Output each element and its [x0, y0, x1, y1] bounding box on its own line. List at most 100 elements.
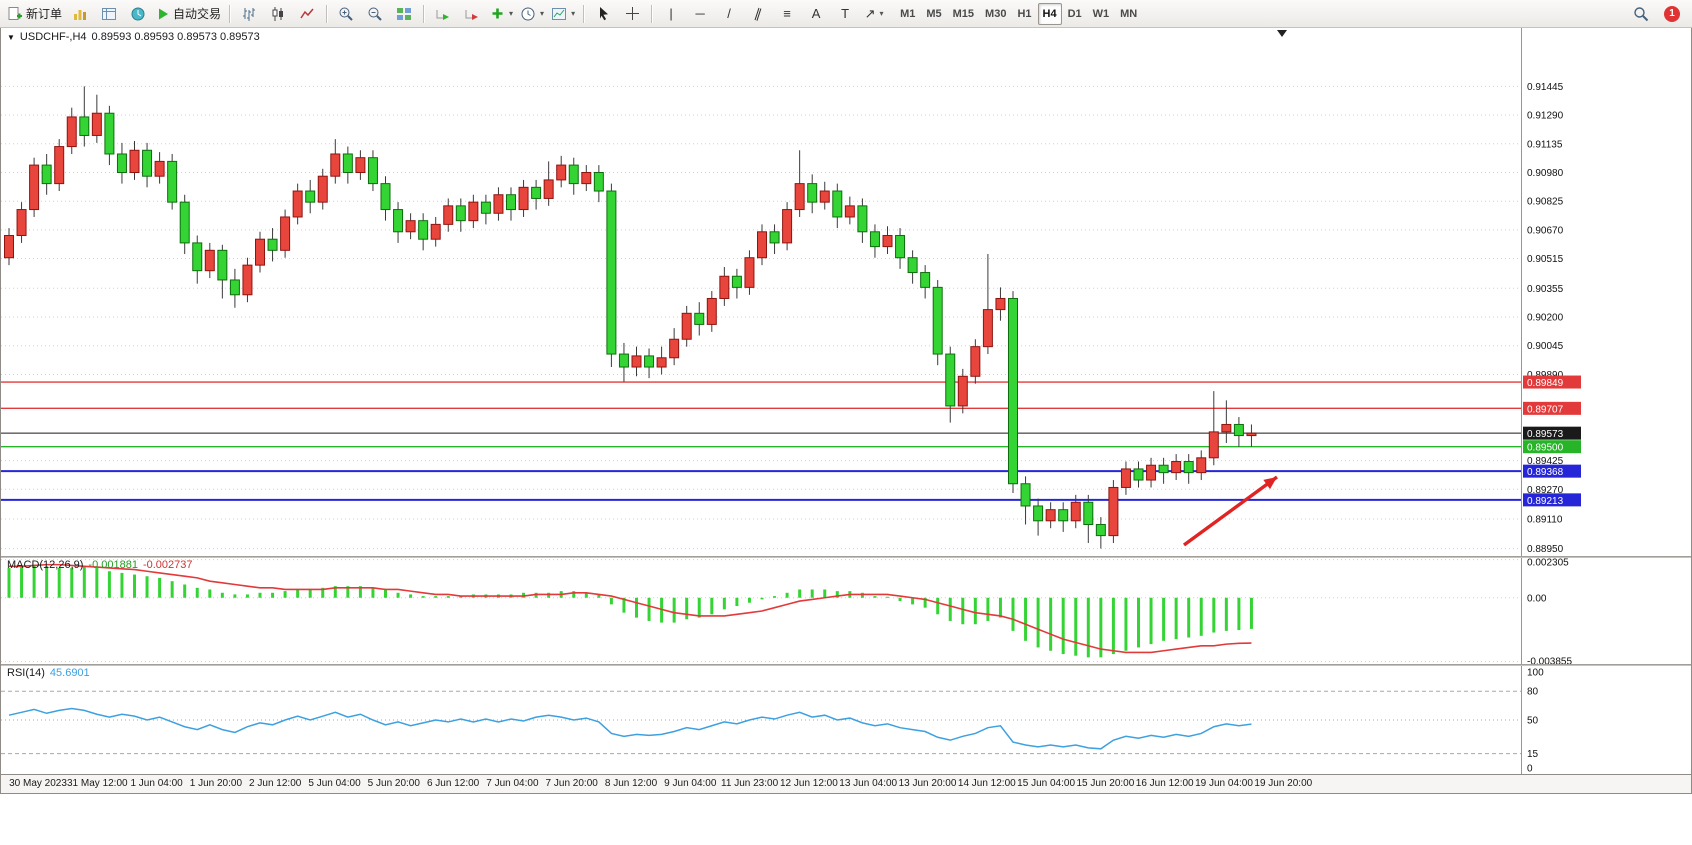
price-axis-tick: 0.90200: [1527, 313, 1564, 324]
candle-body: [1045, 509, 1056, 522]
candle-body: [455, 205, 466, 222]
data-window-button[interactable]: [95, 3, 123, 25]
time-label: 14 Jun 12:00: [957, 778, 1016, 789]
rsi-axis-tick: 100: [1527, 668, 1544, 679]
price-axis-tick: 0.89270: [1527, 485, 1564, 496]
price-tag: [1523, 401, 1581, 415]
indicators-button[interactable]: ▾: [487, 3, 516, 25]
rsi-axis-tick: 15: [1527, 749, 1539, 760]
search-button[interactable]: [1627, 3, 1655, 25]
candle-body: [355, 157, 366, 174]
candle-body: [1183, 461, 1194, 474]
autotrading-label: 自动交易: [173, 7, 222, 21]
vertical-line-button[interactable]: |: [657, 3, 685, 25]
candle-body: [1095, 524, 1106, 537]
equidistant-channel-button[interactable]: ∥: [744, 3, 772, 25]
candle-body: [819, 190, 830, 203]
candlestick-chart-button[interactable]: [264, 3, 292, 25]
time-label: 7 Jun 20:00: [545, 778, 598, 789]
chart-shift-button[interactable]: [458, 3, 486, 25]
timeframe-h4[interactable]: H4: [1037, 2, 1062, 25]
candle-body: [380, 183, 391, 211]
dropdown-caret-icon: ▾: [540, 9, 545, 18]
navigator-button[interactable]: [124, 3, 152, 25]
candle-body: [1233, 423, 1244, 437]
candle-body: [129, 149, 140, 174]
bar-chart-icon: [243, 7, 256, 21]
candle-body: [393, 209, 404, 233]
candle-body: [1146, 464, 1157, 481]
candle-body: [669, 338, 680, 359]
time-label: 31 May 12:00: [66, 778, 128, 789]
candle-body: [995, 297, 1006, 311]
zoom-out-button[interactable]: [361, 3, 389, 25]
timeframe-m15[interactable]: M15: [952, 7, 975, 20]
time-label: 16 Jun 12:00: [1135, 778, 1194, 789]
candle-body: [882, 234, 893, 248]
templates-button[interactable]: ▾: [548, 3, 578, 25]
chart-shift-marker[interactable]: [1277, 30, 1287, 37]
price-tag: [1523, 440, 1581, 454]
autotrading-button[interactable]: 自动交易: [153, 3, 224, 25]
candle-body: [16, 209, 27, 236]
timeframe-d1[interactable]: D1: [1067, 7, 1082, 20]
timeframe-m5[interactable]: M5: [926, 7, 942, 20]
time-axis[interactable]: 30 May 2023 31 May 12:00 1 Jun 04:00 1 Jun …: [1, 774, 1691, 793]
market-watch-button[interactable]: [66, 3, 94, 25]
autotrading-play-icon: [159, 8, 169, 19]
auto-scroll-button[interactable]: [429, 3, 457, 25]
macd-panel-svg[interactable]: 0.002305 0.00 -0.003855: [1, 558, 1691, 664]
line-chart-icon: [300, 8, 314, 18]
candle-body: [1196, 457, 1207, 474]
price-axis-tick: 0.90515: [1527, 254, 1564, 265]
rsi-panel-svg[interactable]: 100 80 50 15 0: [1, 666, 1691, 774]
fibonacci-button[interactable]: ≡: [773, 3, 801, 25]
text-button[interactable]: A: [802, 3, 830, 25]
channel-icon: ∥: [752, 5, 764, 22]
new-order-button[interactable]: 新订单: [4, 3, 65, 25]
panel-separator[interactable]: [1, 664, 1691, 666]
candle-body: [4, 234, 14, 259]
candle-body: [920, 272, 931, 288]
candle-body: [769, 231, 780, 244]
price-axis-tick: 0.91135: [1527, 139, 1563, 150]
timeframe-m1[interactable]: M1: [900, 7, 916, 20]
time-label: 11 Jun 23:00: [721, 778, 779, 789]
macd-signal-line: [9, 563, 1252, 654]
time-label: 30 May 2023: [9, 778, 67, 789]
toolbar-separator: [651, 4, 653, 23]
price-tag: [1523, 375, 1581, 389]
arrows-button[interactable]: ↗ ▾: [860, 3, 888, 25]
panel-separator[interactable]: [1, 556, 1691, 558]
trendline-button[interactable]: /: [715, 3, 743, 25]
main-chart-svg[interactable]: 0.91445 0.91290 0.91135 0.90980 0.90825 0.906…: [1, 28, 1691, 556]
cursor-button[interactable]: [589, 3, 617, 25]
timeframe-mn[interactable]: MN: [1120, 7, 1138, 20]
new-order-label: 新订单: [26, 7, 63, 21]
rsi-line: [8, 707, 1252, 750]
notification-badge[interactable]: 1: [1664, 5, 1680, 22]
zoom-in-button[interactable]: [332, 3, 360, 25]
candle-body: [430, 223, 441, 240]
timeframe-h1[interactable]: H1: [1017, 7, 1032, 20]
toolbar-right-group: 1: [1627, 3, 1688, 25]
bar-chart-button[interactable]: [235, 3, 263, 25]
periods-button[interactable]: ▾: [517, 3, 547, 25]
timeframe-w1[interactable]: W1: [1092, 7, 1110, 20]
tile-windows-button[interactable]: [390, 3, 418, 25]
candle-body: [418, 220, 429, 240]
trend-arrow[interactable]: [1182, 475, 1279, 547]
time-label: 7 Jun 04:00: [486, 778, 539, 789]
crosshair-button[interactable]: [618, 3, 646, 25]
price-tag: [1523, 464, 1581, 478]
horizontal-line-button[interactable]: ─: [686, 3, 714, 25]
text-label-button[interactable]: T: [831, 3, 859, 25]
line-chart-button[interactable]: [293, 3, 321, 25]
candle-body: [29, 164, 40, 211]
candle-body: [506, 194, 516, 211]
candle-body: [556, 164, 567, 181]
time-label: 13 Jun 04:00: [839, 778, 898, 789]
timeframe-m30[interactable]: M30: [985, 7, 1007, 20]
label-icon: T: [841, 6, 850, 21]
candle-body: [982, 309, 993, 348]
